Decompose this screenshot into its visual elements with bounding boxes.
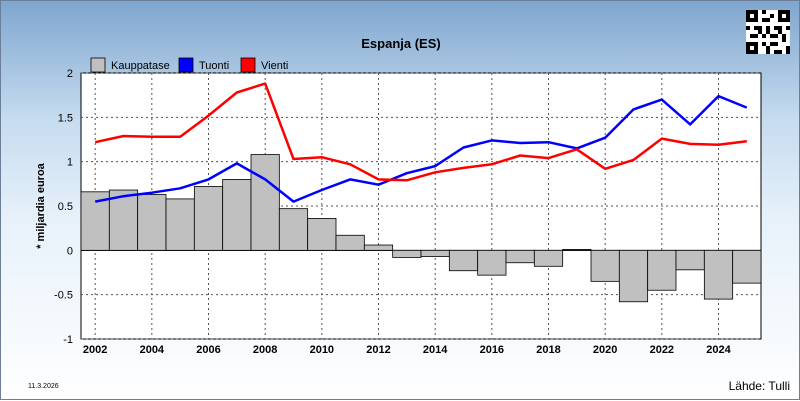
bar-kauppatase <box>562 249 592 251</box>
x-tick-label: 2016 <box>480 344 504 356</box>
bar-kauppatase <box>307 218 337 251</box>
bar-kauppatase <box>193 186 224 251</box>
x-tick-label: 2010 <box>310 344 334 356</box>
x-tick-label: 2004 <box>140 344 165 356</box>
bar-series <box>80 154 762 303</box>
y-tick-label: 1 <box>67 157 73 169</box>
legend-label: Kauppatase <box>111 60 170 72</box>
legend-label: Vienti <box>261 60 288 72</box>
legend-swatch <box>240 57 256 73</box>
bar-kauppatase <box>137 194 167 251</box>
y-axis-label: * miljardia euroa <box>35 162 47 248</box>
bar-kauppatase <box>335 234 365 251</box>
y-tick-label: 1.5 <box>58 112 73 124</box>
y-tick-label: 0.5 <box>58 201 73 213</box>
qr-code-icon[interactable] <box>746 10 790 54</box>
x-tick-label: 2022 <box>650 344 674 356</box>
y-tick-label: 2 <box>67 68 73 80</box>
line-vienti <box>94 82 747 182</box>
bar-kauppatase <box>505 249 535 264</box>
y-tick-label: -1 <box>63 334 73 346</box>
bar-kauppatase <box>590 249 620 282</box>
x-tick-label: 2012 <box>366 344 390 356</box>
bar-kauppatase <box>278 208 309 251</box>
bar-kauppatase <box>732 249 762 284</box>
line-tuonti <box>94 94 748 203</box>
chart-title: Espanja (ES) <box>361 36 440 51</box>
bar-kauppatase <box>618 249 649 303</box>
y-tick-label: -0.5 <box>54 290 73 302</box>
bar-kauppatase <box>108 189 139 251</box>
x-tick-label: 2018 <box>536 344 560 356</box>
bar-kauppatase <box>363 244 394 251</box>
x-tick-label: 2006 <box>196 344 220 356</box>
bar-kauppatase <box>533 249 564 267</box>
x-tick-label: 2002 <box>83 344 107 356</box>
legend: Kauppatase Tuonti Vienti <box>90 57 288 73</box>
bar-kauppatase <box>675 249 705 271</box>
axis-ticks: 2 1.5 1 0.5 0 -0.5 -1 2002 2004 2006 2008 2010 2012 2… <box>54 68 732 356</box>
bar-kauppatase <box>250 154 280 251</box>
bar-kauppatase <box>222 178 252 251</box>
legend-swatch <box>178 57 194 73</box>
x-tick-label: 2008 <box>253 344 277 356</box>
legend-label: Tuonti <box>199 60 229 72</box>
x-tick-label: 2020 <box>593 344 617 356</box>
bar-kauppatase <box>165 198 195 251</box>
bar-kauppatase <box>420 249 450 257</box>
date-stamp: 11.3.2026 <box>28 383 59 390</box>
bar-kauppatase <box>392 249 422 258</box>
bar-kauppatase <box>477 249 507 276</box>
legend-swatch <box>90 57 106 73</box>
bar-kauppatase <box>703 249 734 300</box>
y-tick-label: 0 <box>67 245 73 257</box>
source-label: Lähde: Tulli <box>729 379 790 393</box>
line-series <box>94 82 748 203</box>
bar-kauppatase <box>80 191 110 251</box>
bar-kauppatase <box>448 249 479 272</box>
x-tick-label: 2014 <box>423 344 448 356</box>
x-tick-label: 2024 <box>706 344 731 356</box>
bar-kauppatase <box>647 249 677 291</box>
